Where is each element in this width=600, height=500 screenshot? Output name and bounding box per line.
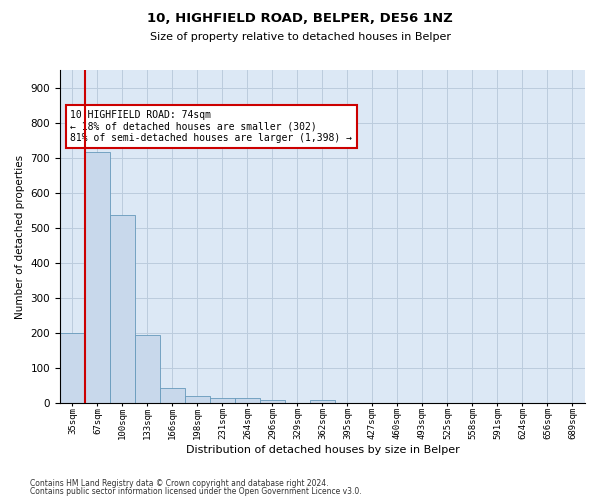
Bar [110,216,135,403]
Bar [85,152,110,403]
Bar [185,396,210,403]
Text: Contains HM Land Registry data © Crown copyright and database right 2024.: Contains HM Land Registry data © Crown c… [30,478,329,488]
Y-axis label: Number of detached properties: Number of detached properties [15,154,25,318]
Bar [235,398,260,403]
Bar [135,336,160,403]
Bar [210,398,235,403]
Bar [160,388,185,403]
Bar [310,400,335,403]
Text: Contains public sector information licensed under the Open Government Licence v3: Contains public sector information licen… [30,487,362,496]
Bar [60,333,85,403]
X-axis label: Distribution of detached houses by size in Belper: Distribution of detached houses by size … [185,445,460,455]
Text: Size of property relative to detached houses in Belper: Size of property relative to detached ho… [149,32,451,42]
Text: 10 HIGHFIELD ROAD: 74sqm
← 18% of detached houses are smaller (302)
81% of semi-: 10 HIGHFIELD ROAD: 74sqm ← 18% of detach… [70,110,352,143]
Text: 10, HIGHFIELD ROAD, BELPER, DE56 1NZ: 10, HIGHFIELD ROAD, BELPER, DE56 1NZ [147,12,453,26]
Bar [260,400,285,403]
